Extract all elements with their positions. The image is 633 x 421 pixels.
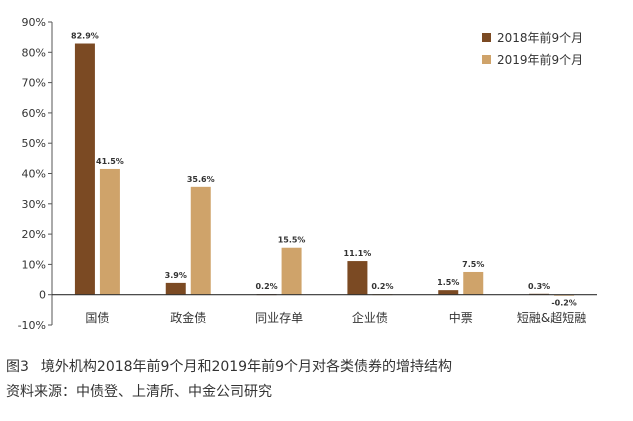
data-label: 11.1% [344,249,372,258]
y-axis: -10% 0 10% 20% 30% 40% 50% 60% 70% 80% 90% [18,16,53,332]
y-tick-label: 80% [22,46,46,59]
figure-label: 图3 [6,359,29,375]
bar [281,247,302,295]
data-label: 0.2% [371,282,393,291]
bar [190,186,211,295]
x-tick-label: 中票 [449,310,473,325]
y-tick-label: -10% [18,319,46,332]
legend-swatch [482,55,491,64]
legend-label: 2019年前9个月 [497,52,583,67]
bar [438,290,459,295]
x-tick-label: 同业存单 [255,311,303,325]
figure-title: 境外机构2018年前9个月和2019年前9个月对各类债券的增持结构 [40,359,452,375]
x-tick-label: 短融&超短融 [517,310,586,325]
bars: 82.9% 41.5% 3.9% 35.6% 0.2% 15.5% 11.1% 0.2% 1.5… [71,32,577,308]
legend: 2018年前9个月 2019年前9个月 [482,30,583,67]
data-label: 35.6% [187,175,215,184]
data-label: 3.9% [165,271,187,280]
y-tick-label: 0 [39,289,46,302]
data-label: 0.3% [528,282,550,291]
data-label: 82.9% [71,32,99,41]
x-axis: 国债 政金债 同业存单 企业债 中票 短融&超短融 [52,294,597,325]
bar [74,43,95,295]
y-tick-label: 50% [22,137,46,150]
x-tick-label: 企业债 [352,310,388,325]
bar [347,261,368,295]
data-label: 15.5% [278,236,306,245]
y-tick-label: 30% [22,198,46,211]
bar [99,168,120,295]
y-tick-label: 70% [22,77,46,90]
x-tick-label: 国债 [85,311,109,325]
figure-caption: 图3 境外机构2018年前9个月和2019年前9个月对各类债券的增持结构 [6,356,452,376]
y-tick-label: 90% [22,16,46,29]
data-label: 0.2% [255,282,277,291]
data-label: 1.5% [437,278,459,287]
data-label: 41.5% [96,157,124,166]
data-label: 7.5% [462,260,484,269]
y-tick-label: 20% [22,228,46,241]
y-tick-label: 60% [22,107,46,120]
legend-swatch [482,33,491,42]
bar-chart: -10% 0 10% 20% 30% 40% 50% 60% 70% 80% 90% 82.9% 41… [18,16,597,332]
data-label: -0.2% [551,299,577,308]
x-tick-label: 政金债 [170,310,206,325]
legend-label: 2018年前9个月 [497,30,583,45]
y-tick-label: 10% [22,258,46,271]
bar [463,271,484,295]
bar [165,282,186,295]
source-note: 资料来源：中债登、上清所、中金公司研究 [6,384,272,400]
y-tick-label: 40% [22,168,46,181]
